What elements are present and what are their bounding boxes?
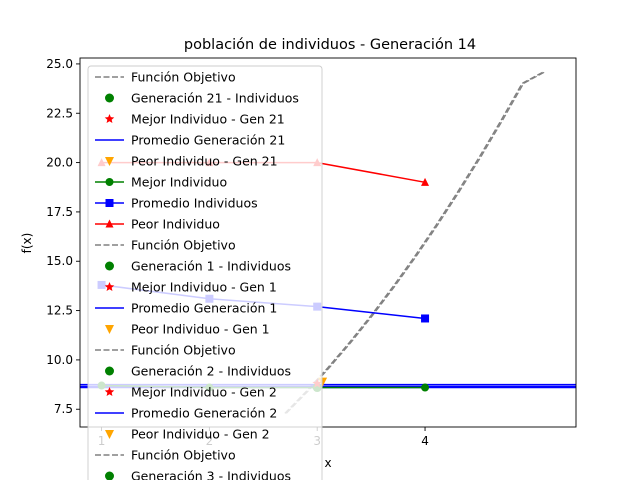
- y-tick-label: 25.0: [46, 57, 73, 71]
- legend-label: Generación 3 - Individuos: [131, 469, 291, 480]
- legend-entry: Función Objetivo: [95, 238, 236, 253]
- legend-label: Mejor Individuo: [131, 175, 227, 190]
- objective-function-line: [285, 71, 546, 414]
- legend-label: Peor Individuo - Gen 2: [131, 427, 270, 442]
- legend-label: Peor Individuo - Gen 21: [131, 154, 278, 169]
- series-point: [421, 383, 430, 392]
- legend-label: Mejor Individuo - Gen 21: [131, 112, 285, 127]
- legend-label: Generación 1 - Individuos: [131, 259, 291, 274]
- legend-entry: Peor Individuo - Gen 21: [105, 154, 278, 169]
- legend-swatch-marker: [104, 282, 115, 292]
- legend-swatch-marker: [105, 93, 114, 103]
- y-tick-label: 7.5: [54, 402, 73, 416]
- axes-frame: [79, 57, 577, 428]
- legend-entry: Promedio Individuos: [95, 196, 258, 211]
- legend-entry: Función Objetivo: [95, 70, 236, 85]
- y-tick-label: 15.0: [46, 254, 73, 268]
- axes: 7.510.012.515.017.520.022.525.01234: [46, 57, 577, 448]
- legend-entry: Generación 1 - Individuos: [105, 259, 291, 274]
- legend-label: Función Objetivo: [131, 238, 236, 253]
- legend-entry: Promedio Generación 21: [95, 133, 285, 148]
- chart-title: población de individuos - Generación 14: [184, 37, 476, 53]
- legend-label: Generación 2 - Individuos: [131, 364, 291, 379]
- legend-entry: Mejor Individuo - Gen 1: [104, 280, 277, 295]
- legend-label: Mejor Individuo - Gen 2: [131, 385, 277, 400]
- y-axis-label: f(x): [20, 233, 34, 254]
- x-tick-label: 4: [421, 434, 429, 448]
- legend-label: Promedio Generación 21: [131, 133, 285, 148]
- y-tick-label: 12.5: [46, 304, 73, 318]
- legend-entry: Peor Individuo: [95, 217, 220, 232]
- legend-swatch-marker: [105, 325, 114, 334]
- legend: Función Objetivo Generación 21 - Individu…: [87, 65, 323, 480]
- legend-label: Función Objetivo: [131, 448, 236, 463]
- legend-label: Función Objetivo: [131, 70, 236, 85]
- legend-swatch-marker: [104, 387, 115, 397]
- legend-label: Generación 21 - Individuos: [131, 91, 299, 106]
- legend-label: Promedio Individuos: [131, 196, 258, 211]
- objective-function-line: [284, 71, 545, 414]
- legend-entry: Mejor Individuo - Gen 21: [104, 112, 285, 127]
- legend-label: Peor Individuo: [131, 217, 220, 232]
- legend-entry: Función Objetivo: [95, 448, 236, 463]
- legend-swatch-marker: [105, 366, 114, 376]
- legend-swatch-marker: [105, 157, 114, 166]
- legend-swatch-marker: [105, 261, 114, 271]
- legend-entry: Generación 3 - Individuos: [105, 469, 291, 480]
- y-tick-label: 17.5: [46, 205, 73, 219]
- series-point: [421, 177, 430, 186]
- legend-entry: Promedio Generación 1: [95, 301, 277, 316]
- legend-label: Peor Individuo - Gen 1: [131, 322, 270, 337]
- legend-entry: Mejor Individuo: [95, 175, 227, 190]
- y-tick-label: 22.5: [46, 106, 73, 120]
- y-tick-label: 10.0: [46, 353, 73, 367]
- legend-swatch-marker: [104, 114, 115, 124]
- legend-entry: Peor Individuo - Gen 2: [105, 427, 270, 442]
- legend-label: Función Objetivo: [131, 343, 236, 358]
- legend-swatch-marker: [105, 178, 114, 186]
- legend-swatch-marker: [105, 199, 114, 207]
- x-axis-label: x: [324, 456, 331, 470]
- legend-label: Promedio Generación 1: [131, 301, 277, 316]
- legend-entry: Generación 2 - Individuos: [105, 364, 291, 379]
- legend-entry: Promedio Generación 2: [95, 406, 277, 421]
- legend-entry: Peor Individuo - Gen 1: [105, 322, 270, 337]
- legend-entry: Mejor Individuo - Gen 2: [104, 385, 277, 400]
- legend-entry: Función Objetivo: [95, 343, 236, 358]
- legend-label: Mejor Individuo - Gen 1: [131, 280, 277, 295]
- legend-label: Promedio Generación 2: [131, 406, 277, 421]
- legend-box: [87, 65, 323, 480]
- legend-swatch-marker: [105, 471, 114, 480]
- legend-swatch-marker: [105, 219, 114, 228]
- legend-swatch-marker: [105, 430, 114, 439]
- series-point: [421, 314, 430, 323]
- legend-entry: Generación 21 - Individuos: [105, 91, 299, 106]
- y-tick-label: 20.0: [46, 156, 73, 170]
